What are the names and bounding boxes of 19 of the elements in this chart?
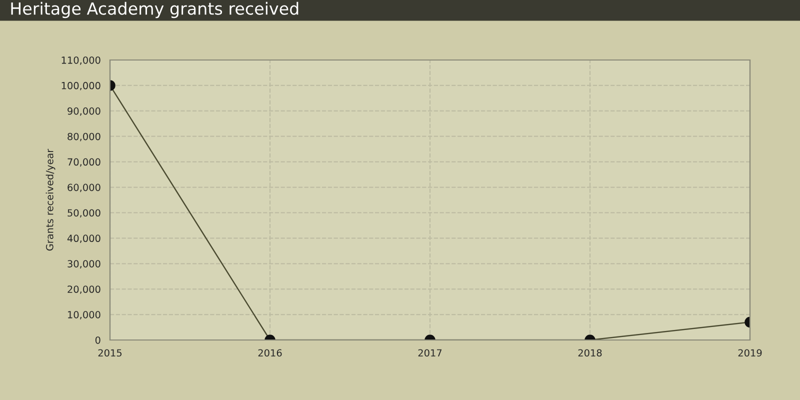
y-axis-title: Grants received/year bbox=[46, 148, 56, 251]
y-tick-label: 40,000 bbox=[67, 234, 100, 244]
x-tick-label: 2015 bbox=[98, 349, 122, 357]
y-tick-label: 10,000 bbox=[68, 311, 100, 320]
x-tick-label: 2019 bbox=[738, 349, 762, 357]
y-tick-label: 20,000 bbox=[68, 286, 100, 294]
chart-title: Heritage Academy grants received bbox=[11, 2, 298, 18]
x-tick-label: 2018 bbox=[578, 349, 602, 357]
y-tick-label: 0 bbox=[95, 336, 100, 344]
y-tick-label: 110,000 bbox=[62, 56, 100, 65]
y-tick-label: 30,000 bbox=[68, 260, 100, 268]
y-tick-label: 70,000 bbox=[68, 158, 100, 167]
y-tick-label: 80,000 bbox=[68, 132, 100, 142]
y-tick-label: 50,000 bbox=[68, 209, 100, 218]
y-tick-label: 90,000 bbox=[68, 107, 100, 116]
y-tick-label: 100,000 bbox=[62, 82, 100, 90]
y-tick-label: 60,000 bbox=[68, 184, 100, 192]
x-tick-label: 2017 bbox=[418, 349, 442, 357]
x-tick-label: 2016 bbox=[258, 349, 282, 357]
